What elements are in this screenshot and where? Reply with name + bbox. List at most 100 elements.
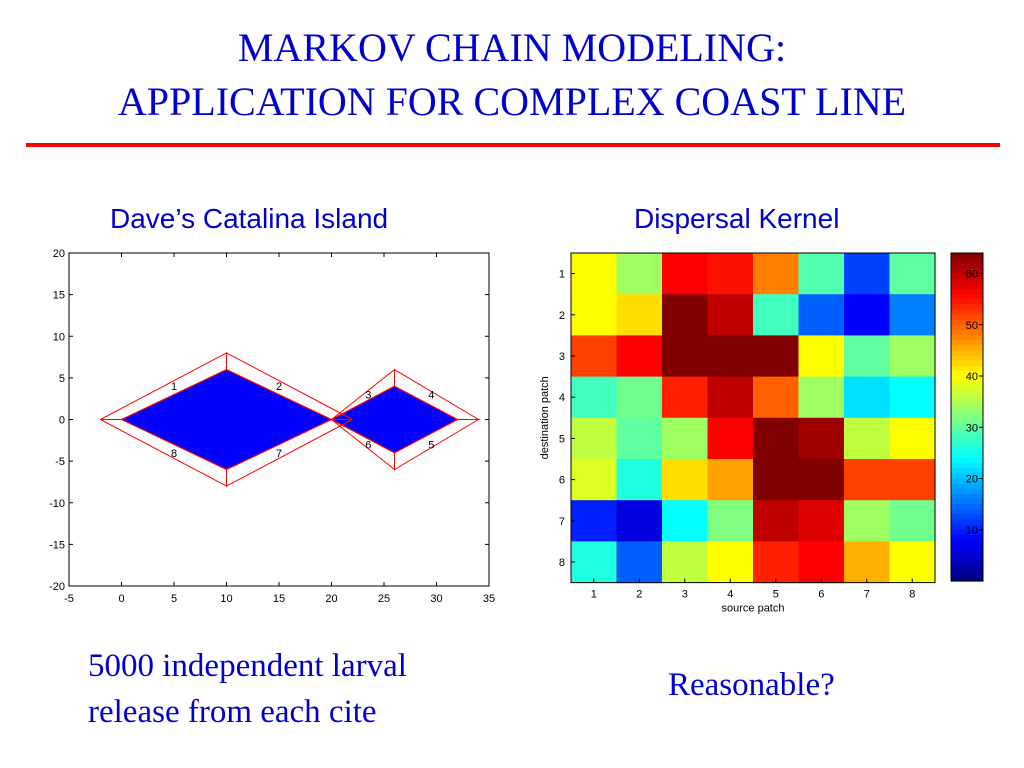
heatmap-cell <box>616 541 663 584</box>
colorbar-band <box>951 509 983 515</box>
x-tick-label: 6 <box>818 589 824 601</box>
colorbar-band <box>951 273 983 280</box>
heatmap-cell <box>798 294 845 336</box>
colorbar-frame <box>950 252 984 582</box>
colorbar-band <box>951 411 983 418</box>
colorbar-band <box>951 417 983 423</box>
x-tick-label: -5 <box>64 593 74 605</box>
colorbar-band <box>951 499 983 505</box>
colorbar-tick-label: 30 <box>966 422 978 434</box>
colorbar-band <box>951 468 983 474</box>
heatmap-cell <box>662 335 709 378</box>
heatmap-cell <box>616 253 663 295</box>
heatmap-cell <box>753 294 800 336</box>
x-tick-label: 4 <box>727 589 733 601</box>
colorbar-band <box>951 524 983 531</box>
colorbar-band <box>951 555 983 562</box>
patch-label-8: 8 <box>171 448 177 460</box>
x-axis-label: source patch <box>722 603 785 615</box>
heatmap-cell <box>616 294 663 336</box>
patch-label-6: 6 <box>365 439 371 451</box>
y-tick-label: 5 <box>559 433 565 445</box>
colorbar-band <box>951 319 983 326</box>
heatmap-cell <box>798 541 845 584</box>
right-chart-heading: Dispersal Kernel <box>634 203 840 234</box>
heatmap-cell <box>707 500 754 542</box>
colorbar-band <box>951 437 983 444</box>
heatmap-cell <box>616 459 663 501</box>
colorbar-band <box>951 427 983 433</box>
heatmap-cell <box>571 335 618 378</box>
colorbar-band <box>951 452 983 459</box>
heatmap-cell <box>798 253 845 295</box>
heatmap-cell <box>662 376 709 419</box>
heatmap-cell <box>844 541 891 584</box>
colorbar-band <box>951 442 983 449</box>
title-divider <box>26 143 1000 147</box>
x-tick-label: 30 <box>430 593 442 605</box>
x-tick-label: 5 <box>773 589 779 601</box>
colorbar-band <box>951 294 983 300</box>
colorbar-band <box>951 278 983 285</box>
colorbar-band <box>951 263 983 269</box>
caption-line-1: 5000 independent larval <box>88 648 407 684</box>
y-tick-label: 2 <box>559 310 565 322</box>
colorbar-band <box>951 550 983 556</box>
heatmap-cell <box>616 376 663 419</box>
y-tick-label: 15 <box>53 290 65 302</box>
colorbar-band <box>951 365 983 372</box>
x-tick-label: 35 <box>483 593 495 605</box>
y-tick-label: 3 <box>559 351 565 363</box>
y-tick-label: 5 <box>59 373 65 385</box>
colorbar-band <box>951 422 983 428</box>
colorbar-band <box>951 514 983 521</box>
heatmap-cell <box>707 417 754 460</box>
slide-title-line-1: MARKOV CHAIN MODELING: <box>237 25 787 70</box>
heatmap-cell <box>571 417 618 460</box>
heatmap-cell <box>753 417 800 460</box>
slide-title-line-2: APPLICATION FOR COMPLEX COAST LINE <box>117 79 907 124</box>
x-tick-label: 20 <box>325 593 337 605</box>
y-tick-label: 10 <box>53 331 65 343</box>
heatmap-cell <box>798 500 845 542</box>
heatmap-cell <box>844 417 891 460</box>
colorbar-band <box>951 370 983 377</box>
colorbar-band <box>951 570 983 577</box>
colorbar-band <box>951 463 983 469</box>
colorbar-band <box>951 329 983 336</box>
y-tick-label: 4 <box>559 392 565 404</box>
colorbar-tick-label: 40 <box>966 371 978 383</box>
colorbar-band <box>951 493 983 500</box>
colorbar-tick-label: 60 <box>966 269 978 281</box>
heatmap-cell <box>844 376 891 419</box>
heatmap-cell <box>844 335 891 378</box>
heatmap-cell <box>571 459 618 501</box>
heatmap-cell <box>616 335 663 378</box>
heatmap-cell <box>753 459 800 501</box>
colorbar-band <box>951 478 983 485</box>
heatmap-cell <box>571 541 618 584</box>
patch-outline-8 <box>100 419 227 487</box>
colorbar-band <box>951 406 983 413</box>
colorbar-band <box>951 458 983 464</box>
patch-label-1: 1 <box>171 381 177 393</box>
heatmap-cell <box>753 376 800 419</box>
colorbar-band <box>951 381 983 387</box>
heatmap-cell <box>753 500 800 542</box>
heatmap-cell <box>707 541 754 584</box>
x-tick-label: 3 <box>682 589 688 601</box>
heatmap-cell <box>889 500 936 542</box>
colorbar-band <box>951 483 983 490</box>
colorbar-band <box>951 560 983 567</box>
x-tick-label: 5 <box>171 593 177 605</box>
heatmap-cell <box>798 376 845 419</box>
colorbar-band <box>951 473 983 480</box>
patch-outline-6 <box>331 419 395 471</box>
heatmap-cell <box>753 541 800 584</box>
colorbar-band <box>951 350 983 357</box>
heatmap-cell <box>753 253 800 295</box>
heatmap-cell <box>571 294 618 336</box>
heatmap-cell <box>889 417 936 460</box>
heatmap-cell <box>707 294 754 336</box>
colorbar-tick-label: 50 <box>966 320 978 332</box>
